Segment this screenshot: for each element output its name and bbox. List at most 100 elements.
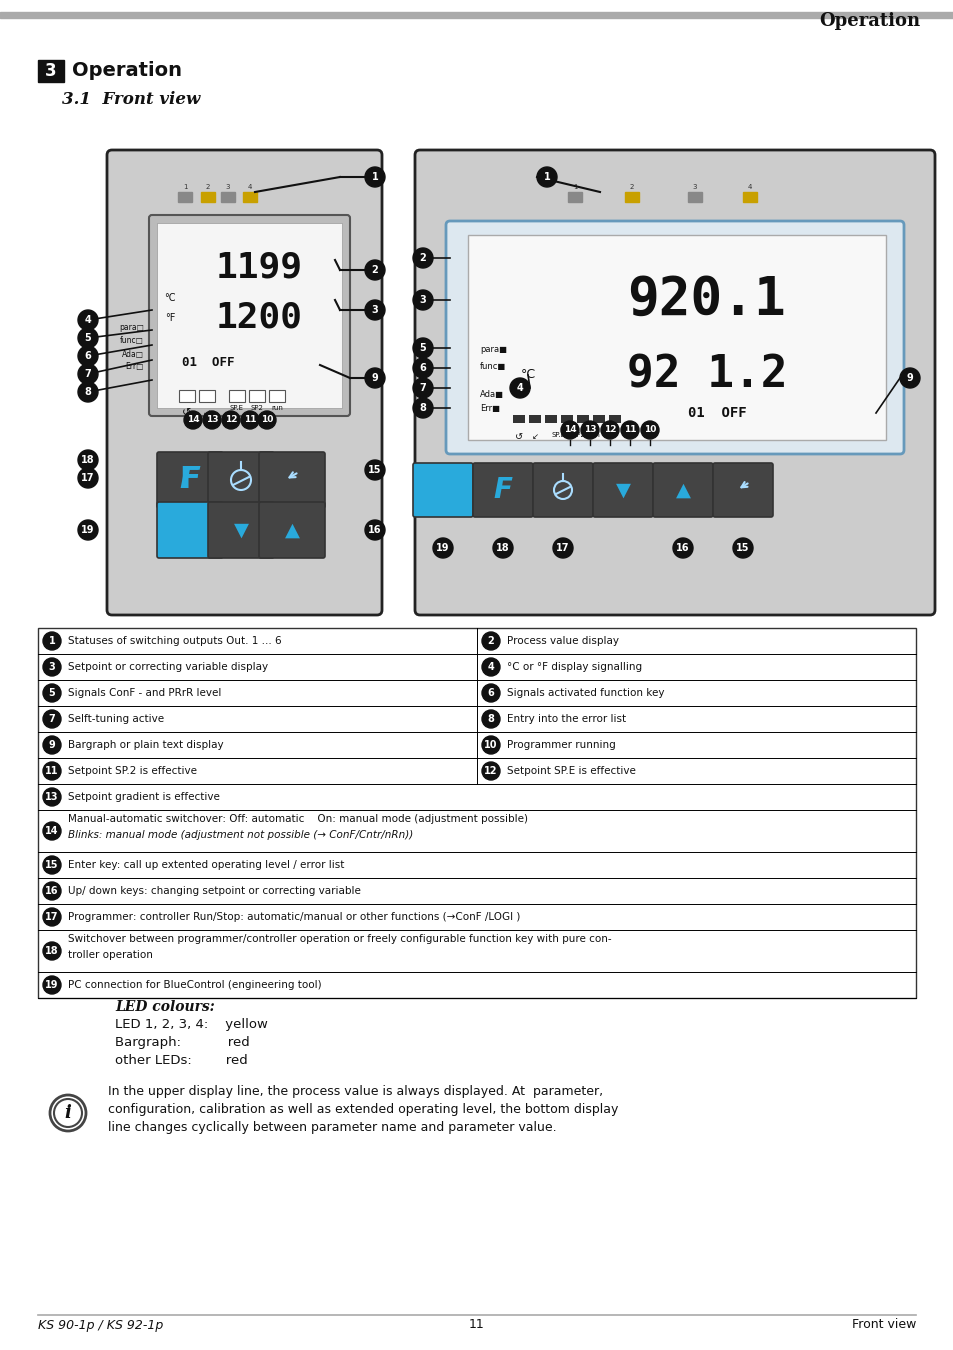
Circle shape (672, 539, 692, 558)
Circle shape (553, 539, 573, 558)
Circle shape (43, 761, 61, 780)
Text: 3: 3 (226, 184, 230, 190)
Circle shape (222, 410, 240, 429)
Circle shape (537, 167, 557, 188)
Circle shape (241, 410, 258, 429)
Circle shape (43, 632, 61, 649)
Text: 01  OFF: 01 OFF (687, 406, 746, 420)
Text: 3: 3 (372, 305, 378, 315)
Text: 4: 4 (248, 184, 252, 190)
Text: 2: 2 (372, 265, 378, 275)
Text: 17: 17 (45, 913, 59, 922)
Circle shape (413, 248, 433, 269)
Text: 3: 3 (692, 184, 697, 190)
Text: 12: 12 (225, 416, 237, 424)
Text: Setpoint gradient is effective: Setpoint gradient is effective (68, 792, 219, 802)
Text: 16: 16 (676, 543, 689, 554)
Circle shape (43, 976, 61, 994)
Circle shape (184, 410, 202, 429)
Text: LED 1, 2, 3, 4:    yellow: LED 1, 2, 3, 4: yellow (115, 1018, 268, 1031)
Text: SP.E: SP.E (552, 432, 565, 437)
Circle shape (43, 856, 61, 873)
Text: PC connection for BlueControl (engineering tool): PC connection for BlueControl (engineeri… (68, 980, 321, 990)
Text: °C or °F display signalling: °C or °F display signalling (506, 662, 641, 672)
Text: 4: 4 (85, 315, 91, 325)
Bar (221, 192, 234, 202)
Bar (742, 192, 757, 202)
Text: 7: 7 (419, 383, 426, 393)
Text: 13: 13 (206, 416, 218, 424)
Circle shape (50, 1095, 86, 1131)
Text: ▲: ▲ (675, 481, 690, 500)
Text: 13: 13 (583, 425, 596, 435)
Text: 3: 3 (49, 662, 55, 672)
FancyBboxPatch shape (258, 452, 325, 508)
Text: 1199: 1199 (215, 251, 302, 285)
Text: Signals activated function key: Signals activated function key (506, 688, 664, 698)
Bar (199, 390, 214, 402)
Text: 15: 15 (736, 543, 749, 554)
Circle shape (481, 657, 499, 676)
FancyBboxPatch shape (593, 463, 652, 517)
Text: i: i (65, 1104, 71, 1122)
Circle shape (493, 539, 513, 558)
Text: Blinks: manual mode (adjustment not possible (→ ConF/Cntr/nRn)): Blinks: manual mode (adjustment not poss… (68, 830, 413, 840)
Text: Ada□: Ada□ (122, 350, 144, 359)
FancyBboxPatch shape (652, 463, 712, 517)
Text: 01  OFF: 01 OFF (182, 356, 234, 370)
Text: Bargraph:           red: Bargraph: red (115, 1035, 250, 1049)
Circle shape (365, 261, 385, 279)
Text: Signals ConF - and PRrR level: Signals ConF - and PRrR level (68, 688, 221, 698)
Text: ▲: ▲ (284, 521, 299, 540)
Circle shape (510, 378, 530, 398)
Bar (0, 12, 953, 18)
Circle shape (78, 520, 98, 540)
Text: 13: 13 (45, 792, 59, 802)
Text: 6: 6 (419, 363, 426, 373)
Circle shape (43, 882, 61, 900)
Circle shape (78, 382, 98, 402)
Text: 15: 15 (368, 464, 381, 475)
Circle shape (365, 369, 385, 387)
FancyBboxPatch shape (413, 463, 473, 517)
Circle shape (203, 410, 221, 429)
Text: 17: 17 (556, 543, 569, 554)
Circle shape (433, 539, 453, 558)
Circle shape (365, 520, 385, 540)
Text: 14: 14 (45, 826, 59, 836)
Text: ↺: ↺ (182, 408, 192, 418)
FancyBboxPatch shape (208, 452, 274, 508)
Text: 10: 10 (260, 416, 273, 424)
Text: 15: 15 (45, 860, 59, 869)
Text: 1: 1 (372, 171, 378, 182)
Circle shape (78, 328, 98, 348)
FancyBboxPatch shape (446, 221, 903, 454)
Text: 920.1: 920.1 (627, 274, 785, 325)
Circle shape (580, 421, 598, 439)
Text: 2: 2 (629, 184, 634, 190)
Circle shape (481, 761, 499, 780)
Text: ▼: ▼ (233, 521, 248, 540)
Text: func■: func■ (479, 362, 506, 370)
Text: In the upper display line, the process value is always displayed. At  parameter,: In the upper display line, the process v… (108, 1085, 602, 1098)
Circle shape (365, 167, 385, 188)
Bar (560, 414, 573, 423)
Circle shape (78, 310, 98, 329)
Text: Selft-tuning active: Selft-tuning active (68, 714, 164, 724)
Text: Setpoint SP.2 is effective: Setpoint SP.2 is effective (68, 765, 196, 776)
Circle shape (899, 369, 919, 387)
Text: Ada■: Ada■ (479, 390, 503, 400)
Text: 12: 12 (603, 425, 616, 435)
Bar (529, 414, 540, 423)
Text: 2: 2 (206, 184, 210, 190)
Text: troller operation: troller operation (68, 950, 152, 960)
Text: 10: 10 (643, 425, 656, 435)
Circle shape (413, 338, 433, 358)
Circle shape (365, 460, 385, 481)
Circle shape (413, 290, 433, 310)
Text: °C: °C (164, 293, 175, 302)
Text: 1: 1 (183, 184, 187, 190)
Text: Manual-automatic switchover: Off: automatic    On: manual mode (adjustment possi: Manual-automatic switchover: Off: automa… (68, 814, 527, 824)
FancyBboxPatch shape (157, 452, 223, 508)
Circle shape (43, 788, 61, 806)
